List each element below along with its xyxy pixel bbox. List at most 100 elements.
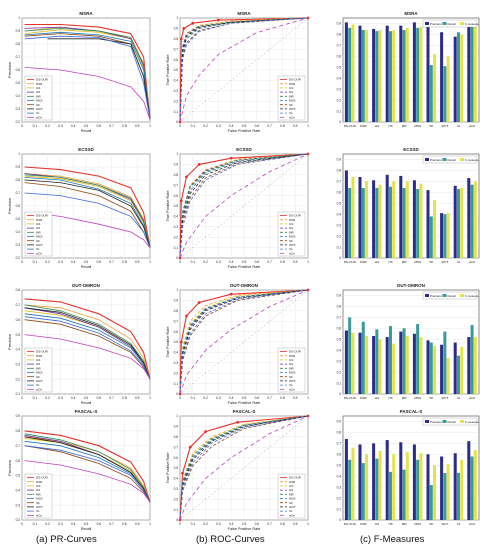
pr-tick-label-x: 0.1 (33, 522, 38, 526)
pr-legend-label: WCT (36, 505, 43, 509)
bar-legend-label: Recall (448, 420, 456, 424)
pr-series-XL (24, 192, 151, 248)
bar-Precision-MR (399, 331, 403, 394)
pr-series-DS-OUR (24, 166, 151, 248)
roc-tick-label-x: 0 (179, 124, 181, 128)
bar-F-measure-wCtr (473, 181, 477, 258)
bar-title: MSRA (404, 11, 418, 16)
roc-legend-label: XL (289, 247, 293, 251)
bar-F-measure-GS (378, 30, 382, 122)
bar-legend-label: Recall (448, 158, 456, 162)
roc-tick-label-x: 0.5 (242, 260, 247, 264)
bar-Precision-WCT (440, 32, 444, 122)
roc-title: DUT-OMRON (230, 283, 258, 288)
roc-tick-label-y: 0.8 (174, 435, 179, 439)
roc-legend-label: wCtr (289, 387, 295, 391)
pr-series-SF (24, 319, 151, 380)
pr-tick-label-y: 0.5 (16, 474, 21, 478)
pr-series-wCtr (24, 212, 151, 248)
roc-tick-label-y: 0.6 (174, 456, 179, 460)
pr-legend-label: GS (36, 358, 40, 362)
roc-series-XL (179, 415, 309, 521)
pr-legend-label: DSR (36, 354, 43, 358)
bar-Precision-WCT (440, 344, 444, 394)
bar-Recall-XL (456, 355, 460, 394)
bar-legend-swatch (425, 22, 429, 25)
roc-x-axis-label: False Positive Rate (228, 265, 261, 269)
roc-legend-label: WCT (289, 243, 296, 247)
pr-tick-label-x: 0.4 (71, 124, 76, 128)
roc-tick-label-y: 0.7 (174, 445, 179, 449)
pr-tick-label-y: 0.3 (16, 503, 21, 507)
bar-category-label: DSR (360, 522, 367, 526)
roc-series-MSS (179, 153, 309, 259)
bar-legend-swatch (442, 420, 447, 423)
roc-tick-label-y: 0.1 (174, 246, 179, 250)
roc-point-DS-OUR (204, 430, 208, 433)
roc-tick-label-x: 0.5 (242, 522, 247, 526)
bar-tick-label-y: 0.5 (337, 337, 342, 341)
pr-tick-label-y: 0.5 (16, 81, 21, 85)
bar-category-label: MSS (414, 396, 421, 400)
bar-legend-label: F-measure (465, 22, 479, 26)
pr-tick-label-x: 0.6 (97, 522, 102, 526)
roc-legend-label: MSS (289, 497, 296, 501)
roc-y-axis-label: True Positive Rate (166, 190, 170, 221)
roc-tick-label-y: 0.1 (174, 508, 179, 512)
roc-title: ECSSD (236, 147, 252, 152)
bar-Recall-wCtr (470, 456, 474, 520)
pr-tick-label-x: 0.5 (84, 396, 89, 400)
roc-series-wCtr (179, 415, 309, 521)
bar-legend-swatch (460, 294, 464, 297)
roc-legend-label: wCtr (289, 115, 295, 119)
roc-point-DS-OUR (179, 199, 183, 203)
roc-tick-label-x: 0.9 (293, 260, 298, 264)
pr-tick-label-y: 0.8 (16, 178, 21, 182)
pr-series-MR (24, 304, 151, 380)
roc-legend-box (277, 75, 306, 121)
bar-category-label: WCT (441, 396, 448, 400)
roc-tick-label-y: 0 (176, 120, 178, 124)
bar-F-measure-DS-OUR (351, 176, 355, 258)
bar-legend-swatch (442, 22, 447, 25)
pr-legend-label: wCtr (36, 251, 42, 255)
roc-tick-label-y: 0.3 (174, 361, 179, 365)
pr-tick-label-y: 0.2 (16, 256, 21, 260)
bar-Precision-HS (385, 174, 389, 258)
bar-category-label: HS (388, 396, 392, 400)
pr-legend-label: GS (36, 484, 40, 488)
roc-legend-label: MSS (289, 99, 296, 103)
pr-title: PASCAL-S (75, 409, 98, 414)
pr-legend-label: DSR (36, 218, 43, 222)
roc-legend-label: MR (289, 94, 294, 98)
bar-tick-label-y: 0.9 (337, 22, 342, 26)
bar-category-label: SF (429, 522, 433, 526)
roc-series-wCtr (179, 17, 309, 123)
pr-legend-label: WCT (36, 107, 43, 111)
pr-series-MSS (24, 313, 151, 380)
roc-tick-label-y: 0.9 (174, 163, 179, 167)
bar-F-measure-HS (392, 30, 396, 122)
bar-category-label: HS (388, 260, 392, 264)
roc-tick-label-y: 0.5 (174, 466, 179, 470)
pr-tick-label-x: 0.2 (45, 522, 50, 526)
pr-legend-label: DSR (36, 480, 43, 484)
pr-tick-label-x: 0.9 (135, 260, 140, 264)
bar-legend-label: F-measure (465, 420, 479, 424)
roc-legend-label: SF (289, 239, 293, 243)
roc-diagonal-reference (179, 17, 309, 123)
pr-tick-label-x: 0.1 (33, 260, 38, 264)
bar-category-label: SF (429, 124, 433, 128)
bar-Precision-GS (372, 28, 376, 122)
roc-tick-label-x: 0.6 (255, 260, 260, 264)
roc-point-DS-OUR (188, 445, 192, 449)
pr-tick-label-x: 0.3 (58, 396, 63, 400)
bar-Precision-MR (399, 25, 403, 122)
pr-tick-label-y: 0.8 (16, 288, 21, 292)
pr-x-axis-label: Recall (81, 401, 92, 405)
roc-tick-label-x: 0.1 (191, 260, 196, 264)
pr-tick-label-y: 0.7 (16, 303, 21, 307)
bar-Precision-DS-OUR (344, 22, 348, 122)
bar-tick-label-y: 0.2 (337, 98, 342, 102)
roc-point-DS-OUR (217, 18, 220, 22)
